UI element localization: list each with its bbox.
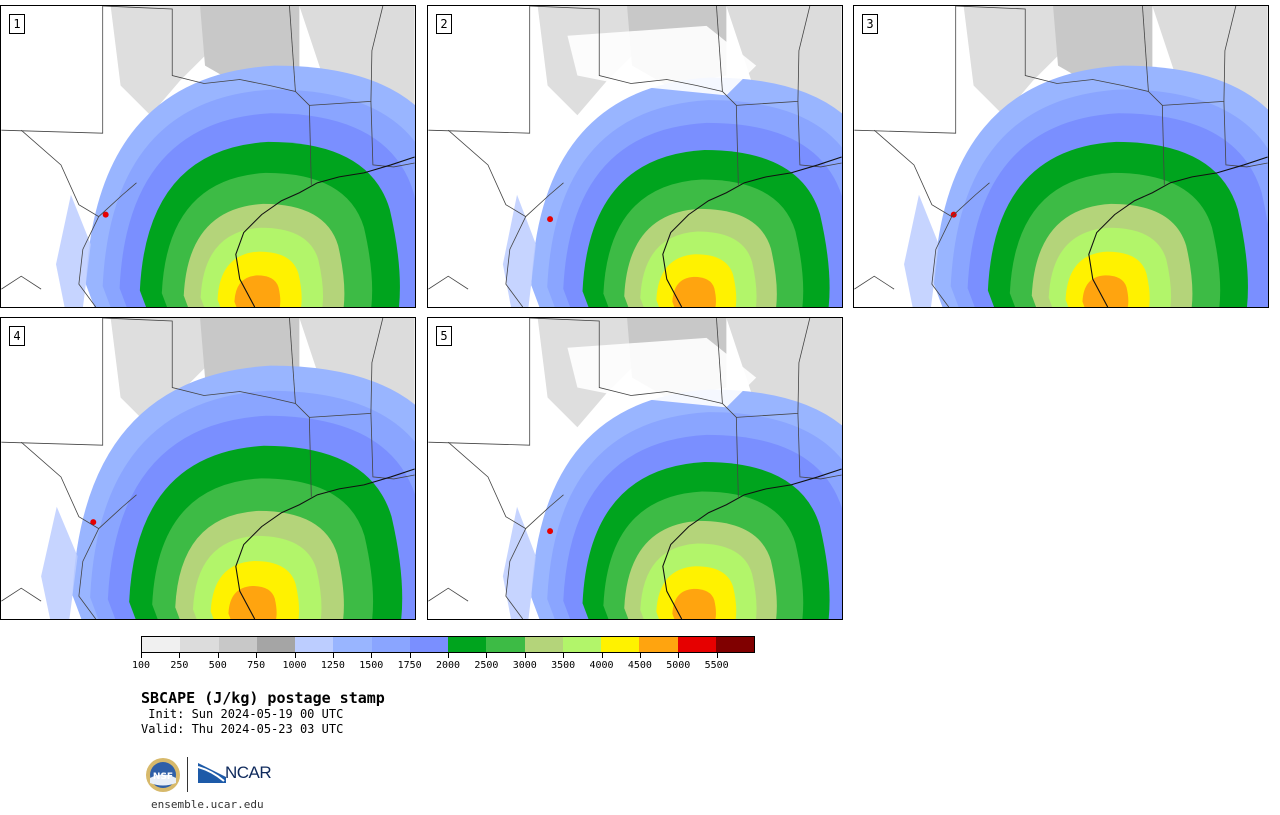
colorbar-tick xyxy=(678,653,680,658)
panel-number-label: 3 xyxy=(862,14,878,34)
colorbar-tick-label: 1000 xyxy=(282,660,307,671)
map-panel-2 xyxy=(428,6,842,307)
stamp-panel-4: 4 xyxy=(0,317,416,620)
colorbar-tick xyxy=(524,653,526,658)
panel-number-label: 2 xyxy=(436,14,452,34)
nsf-logo-icon: NSF xyxy=(146,758,180,792)
colorbar-tick-label: 3000 xyxy=(512,660,537,671)
ncar-logo-icon xyxy=(198,763,226,783)
logo-divider xyxy=(187,757,188,792)
colorbar-labels: 100 250 500 750 1000 1250 1500 1750 2000 2500 3000… xyxy=(132,660,755,672)
colorbar-ticks xyxy=(141,653,755,661)
stamp-panel-3: 3 xyxy=(853,5,1269,308)
colorbar-tick-label: 100 xyxy=(131,660,151,671)
colorbar-swatch xyxy=(218,637,257,652)
colorbar-swatch xyxy=(677,637,716,652)
site-url: ensemble.ucar.edu xyxy=(151,798,264,811)
valid-time: Valid: Thu 2024-05-23 03 UTC xyxy=(141,722,344,736)
nsf-logo-text: NSF xyxy=(153,772,173,782)
panel-number-label: 4 xyxy=(9,326,25,346)
colorbar-tick-label: 4500 xyxy=(627,660,652,671)
colorbar-tick xyxy=(409,653,411,658)
colorbar-tick xyxy=(256,653,258,658)
colorbar-swatch xyxy=(295,637,334,652)
colorbar-tick-label: 3500 xyxy=(551,660,576,671)
colorbar-tick xyxy=(332,653,334,658)
map-panel-5 xyxy=(428,318,842,619)
colorbar-tick xyxy=(371,653,373,658)
colorbar-tick-label: 1250 xyxy=(320,660,345,671)
colorbar-tick xyxy=(486,653,488,658)
colorbar-swatch xyxy=(486,637,525,652)
colorbar-tick xyxy=(448,653,449,658)
colorbar-tick xyxy=(179,653,181,658)
colorbar-tick xyxy=(141,653,142,658)
colorbar-swatch xyxy=(409,637,448,652)
colorbar-tick xyxy=(294,653,296,658)
colorbar-tick-label: 2000 xyxy=(435,660,461,671)
ncar-logo-text: NCAR xyxy=(225,763,272,782)
colorbar-swatch xyxy=(524,637,563,652)
colorbar-swatch xyxy=(448,637,487,652)
figure-title: SBCAPE (J/kg) postage stamp xyxy=(141,689,385,707)
init-time: Init: Sun 2024-05-19 00 UTC xyxy=(141,707,344,721)
panel-number-label: 1 xyxy=(9,14,25,34)
colorbar-tick-label: 4000 xyxy=(589,660,614,671)
colorbar-swatch xyxy=(639,637,678,652)
colorbar-tick-label: 5500 xyxy=(704,660,729,671)
panel-number-label: 5 xyxy=(436,326,452,346)
colorbar-swatch xyxy=(562,637,601,652)
colorbar-swatch xyxy=(333,637,372,652)
colorbar-swatch xyxy=(371,637,410,652)
colorbar-tick-label: 1750 xyxy=(397,660,422,671)
logo-block: NSF NCAR xyxy=(145,757,275,793)
colorbar-tick-label: 5000 xyxy=(666,660,691,671)
map-panel-4 xyxy=(1,318,415,619)
colorbar-swatch xyxy=(715,637,754,652)
colorbar-tick-label: 250 xyxy=(170,660,189,671)
colorbar-swatch xyxy=(142,637,181,652)
colorbar-swatch xyxy=(601,637,640,652)
colorbar xyxy=(141,636,755,653)
colorbar-tick-label: 1500 xyxy=(359,660,384,671)
colorbar-tick xyxy=(716,653,718,658)
stamp-panel-2: 2 xyxy=(427,5,843,308)
colorbar-tick-label: 750 xyxy=(247,660,266,671)
stamp-panel-5: 5 xyxy=(427,317,843,620)
map-panel-3 xyxy=(854,6,1268,307)
colorbar-swatch xyxy=(256,637,295,652)
colorbar-tick xyxy=(563,653,565,658)
colorbar-tick-label: 2500 xyxy=(474,660,499,671)
colorbar-tick-label: 500 xyxy=(208,660,227,671)
colorbar-swatch xyxy=(180,637,219,652)
colorbar-tick xyxy=(217,653,219,658)
colorbar-tick xyxy=(639,653,641,658)
map-panel-1 xyxy=(1,6,415,307)
stamp-panel-1: 1 xyxy=(0,5,416,308)
colorbar-tick xyxy=(601,653,603,658)
